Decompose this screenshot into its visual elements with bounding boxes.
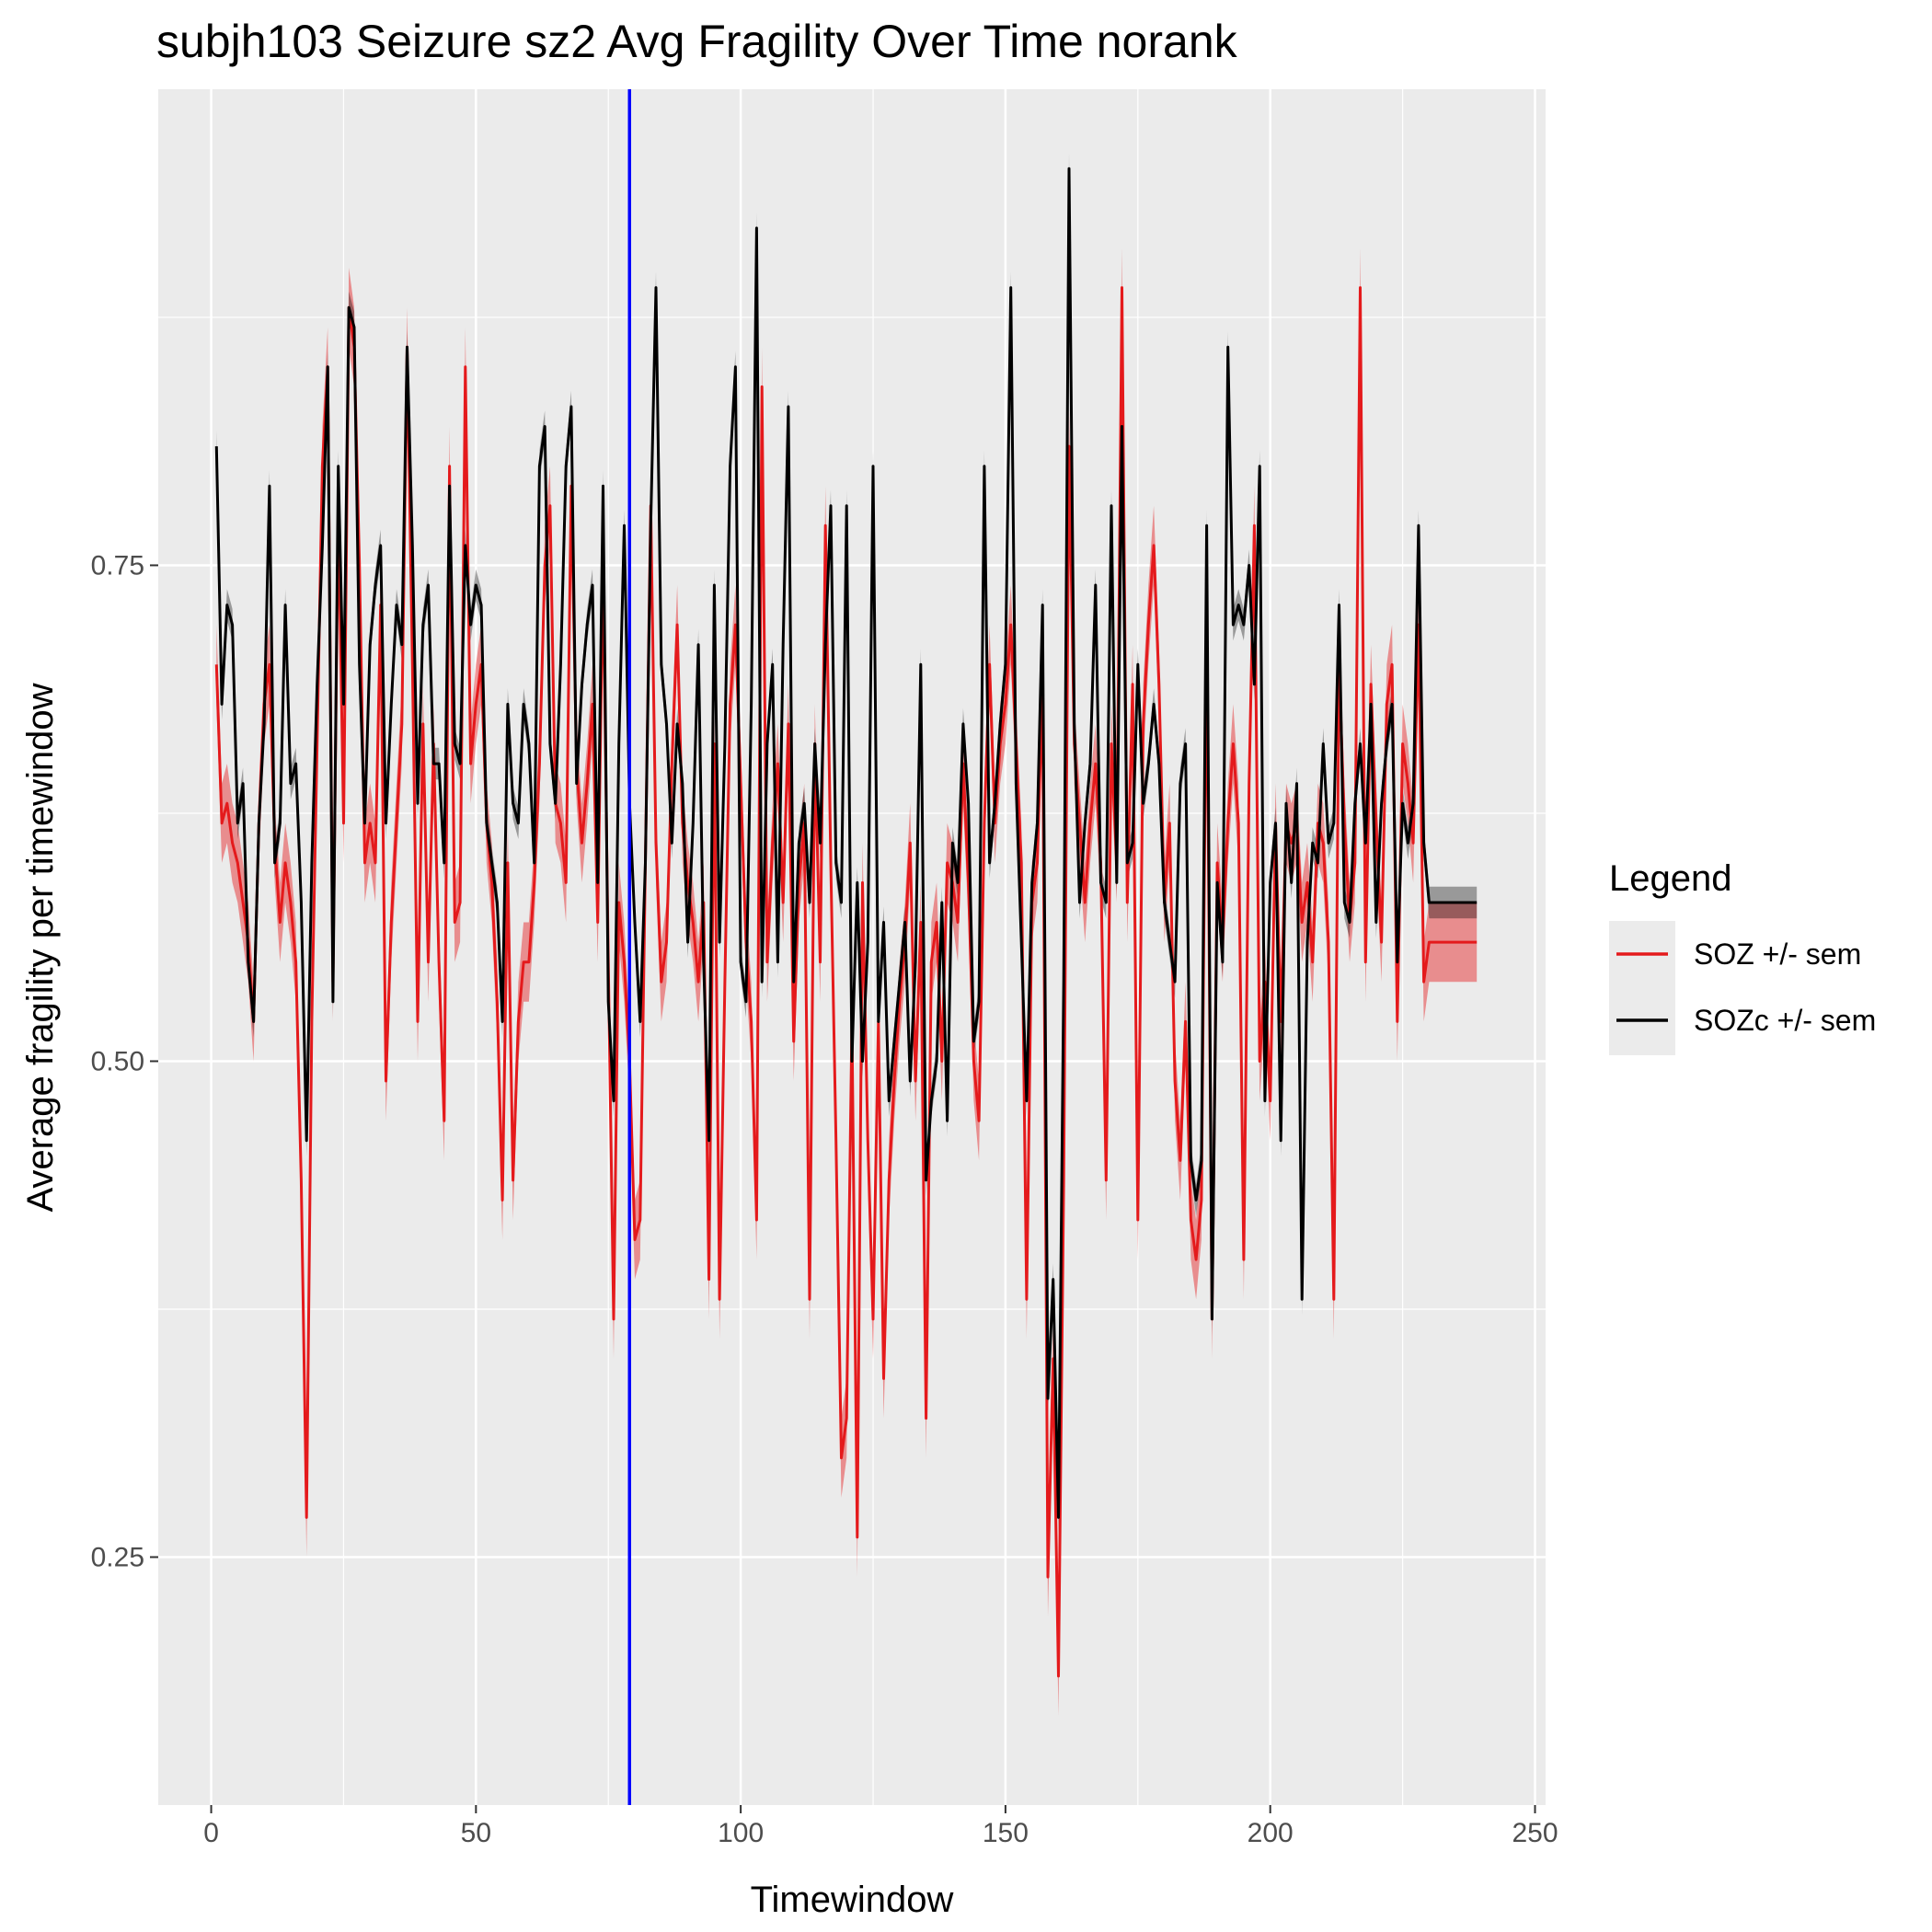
x-tick-label: 0: [203, 1818, 219, 1848]
series-line-1: [214, 167, 1478, 1519]
x-tick-label: 150: [983, 1818, 1029, 1848]
y-axis-title: Average fragility per timewindow: [20, 683, 61, 1212]
legend-title: Legend: [1609, 858, 1731, 899]
x-tick-label: 50: [461, 1818, 491, 1848]
y-tick-label: 0.75: [91, 550, 144, 581]
x-axis: 0 50 100 150 200 250: [203, 1805, 1558, 1848]
y-axis: 0.25 0.50 0.75: [91, 550, 158, 1572]
x-tick-label: 250: [1512, 1818, 1558, 1848]
x-tick-label: 200: [1248, 1818, 1294, 1848]
y-tick-label: 0.50: [91, 1046, 144, 1076]
legend-key-bg: [1609, 921, 1675, 1055]
y-tick-label: 0.25: [91, 1542, 144, 1572]
x-tick-label: 100: [718, 1818, 764, 1848]
legend-label-sozc: SOZc +/- sem: [1694, 1004, 1876, 1037]
legend: Legend SOZ +/- sem SOZc +/- sem: [1609, 858, 1876, 1055]
x-axis-title: Timewindow: [751, 1880, 954, 1920]
series-lines: [214, 167, 1478, 1678]
legend-label-soz: SOZ +/- sem: [1694, 937, 1861, 971]
chart-title: subjh103 Seizure sz2 Avg Fragility Over …: [156, 16, 1238, 67]
